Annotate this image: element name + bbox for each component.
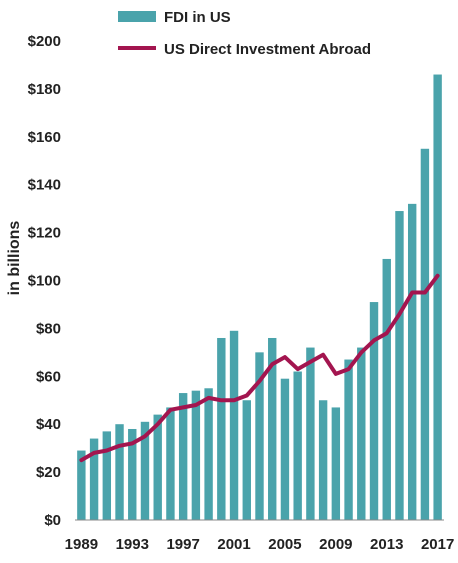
bar-fdi-2003 <box>255 352 264 520</box>
y-axis-ticks: $0 $20 $40 $60 $80 $100 $120 $140 $160 $180 $200 <box>28 33 61 529</box>
bar-fdi-2011 <box>357 347 366 520</box>
bar-fdi-2017 <box>433 74 442 520</box>
x-tick-label: 2013 <box>370 536 403 553</box>
x-tick-label: 2009 <box>319 536 352 553</box>
bar-fdi-2000 <box>217 337 226 520</box>
y-tick-label: $80 <box>36 320 61 337</box>
legend: FDI in US US Direct Investment Abroad <box>118 9 371 58</box>
bar-fdi-1994 <box>140 421 150 520</box>
bars <box>77 74 442 521</box>
legend-label-fdi-in-us: FDI in US <box>164 9 231 26</box>
x-tick-label: 1993 <box>116 536 149 553</box>
bar-fdi-1997 <box>178 393 188 520</box>
bar-fdi-2010 <box>344 359 353 520</box>
x-tick-label: 2017 <box>421 536 454 553</box>
bar-fdi-2006 <box>293 371 302 520</box>
y-tick-label: $20 <box>36 464 61 481</box>
x-tick-label: 1989 <box>65 536 98 553</box>
x-tick-label: 1997 <box>166 536 199 553</box>
bar-fdi-2015 <box>407 203 417 521</box>
y-tick-label: $0 <box>44 512 61 529</box>
bar-fdi-1998 <box>191 390 201 520</box>
x-tick-label: 2005 <box>268 536 301 553</box>
bar-fdi-2012 <box>369 302 379 520</box>
bar-fdi-1989 <box>77 450 86 520</box>
bar-fdi-1995 <box>153 414 162 520</box>
x-axis-ticks: 1989 1993 1997 2001 2005 2009 2013 2017 <box>65 536 455 553</box>
y-tick-label: $40 <box>36 416 61 433</box>
bar-fdi-2013 <box>382 258 391 520</box>
bar-fdi-1992 <box>115 424 124 520</box>
bar-fdi-2014 <box>395 211 404 521</box>
bar-fdi-1991 <box>102 431 112 520</box>
y-tick-label: $100 <box>28 273 61 290</box>
bar-fdi-1996 <box>166 407 175 520</box>
bar-fdi-2016 <box>420 148 430 520</box>
bar-fdi-1990 <box>89 438 99 520</box>
y-tick-label: $120 <box>28 225 61 242</box>
legend-label-us-direct-investment-abroad: US Direct Investment Abroad <box>164 41 371 58</box>
bar-fdi-1993 <box>128 428 137 520</box>
bar-fdi-2005 <box>280 378 290 520</box>
legend-swatch-fdi-in-us <box>118 11 156 22</box>
bar-fdi-2004 <box>268 337 277 520</box>
bar-fdi-1999 <box>204 388 213 520</box>
bar-fdi-2008 <box>318 400 328 520</box>
y-tick-label: $60 <box>36 368 61 385</box>
bar-fdi-2007 <box>306 347 315 520</box>
y-tick-label: $180 <box>28 81 61 98</box>
y-tick-label: $200 <box>28 33 61 50</box>
y-tick-label: $140 <box>28 177 61 194</box>
bar-fdi-2009 <box>331 407 341 520</box>
line-us-direct-investment-abroad <box>79 273 440 463</box>
y-tick-label: $160 <box>28 129 61 146</box>
bar-fdi-2001 <box>229 330 239 520</box>
y-axis-title: in billions <box>6 221 23 296</box>
x-tick-label: 2001 <box>217 536 250 553</box>
bar-fdi-2002 <box>242 400 251 520</box>
